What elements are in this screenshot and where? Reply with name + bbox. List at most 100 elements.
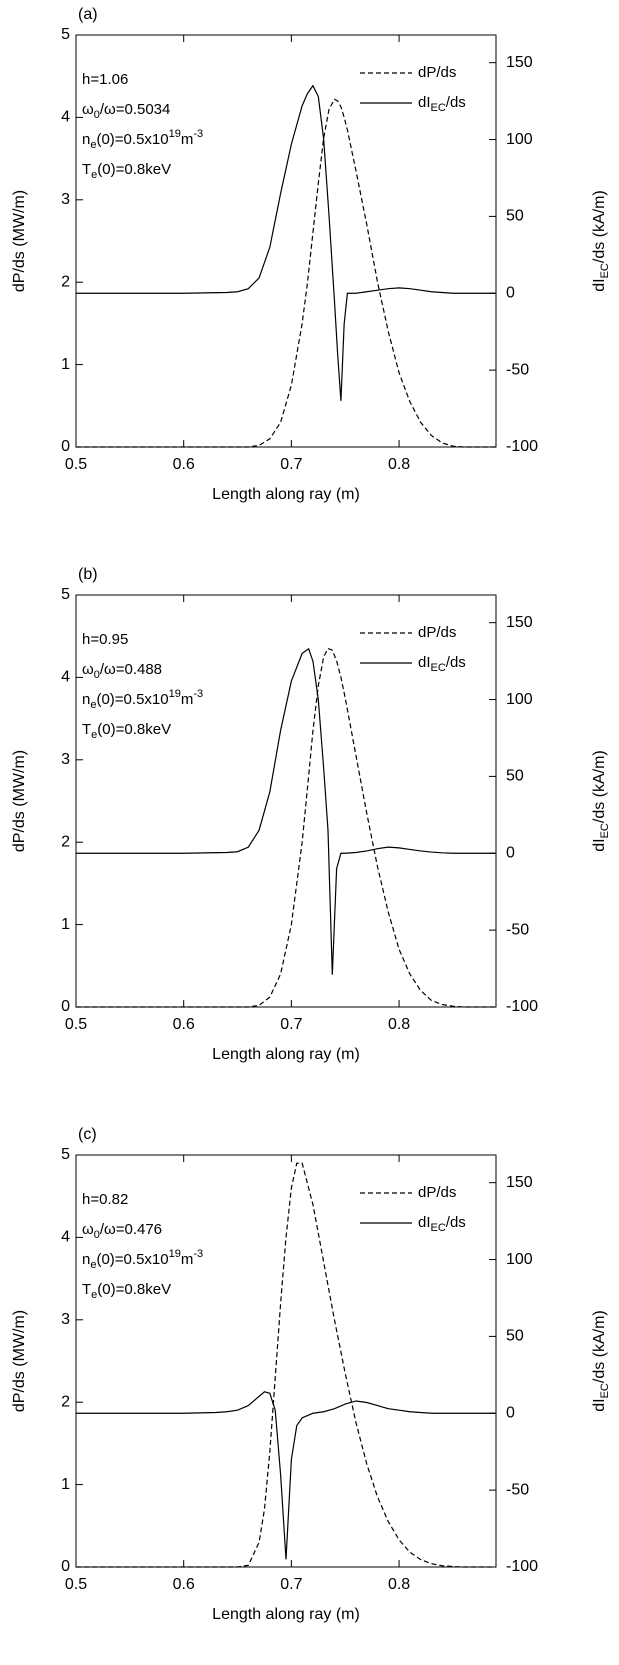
- legend-label: dIEC/ds: [418, 654, 466, 674]
- text-run: (0)=0.5x10: [96, 1251, 168, 1268]
- text-run: /ds (kA/m): [591, 190, 608, 263]
- x-tick-label: 0.5: [65, 1016, 87, 1033]
- script-text: EC: [431, 1222, 446, 1234]
- series-line: [76, 84, 496, 401]
- text-run: ω: [82, 101, 94, 118]
- x-tick-label: 0.8: [388, 1016, 410, 1033]
- y2-tick-label: 150: [506, 614, 533, 631]
- text-run: /ds: [446, 654, 466, 671]
- y2-tick-label: 100: [506, 131, 533, 148]
- script-text: e: [90, 1259, 96, 1271]
- script-text: EC: [599, 823, 611, 838]
- y-tick-label: 4: [61, 1229, 70, 1246]
- legend-label: dP/ds: [418, 1184, 456, 1201]
- script-text: e: [91, 169, 97, 181]
- panel-title: (a): [78, 6, 98, 23]
- y2-tick-label: 50: [506, 1328, 524, 1345]
- text-run: m: [181, 691, 194, 708]
- y-tick-label: 3: [61, 1311, 70, 1328]
- script-text: e: [90, 699, 96, 711]
- script-text: 0: [94, 669, 100, 681]
- legend-label: dIEC/ds: [418, 94, 466, 114]
- y-tick-label: 4: [61, 669, 70, 686]
- y-tick-label: 0: [61, 438, 70, 455]
- script-text: -3: [193, 128, 203, 140]
- y-tick-label: 1: [61, 356, 70, 373]
- y2-tick-label: 50: [506, 208, 524, 225]
- x-axis-label: Length along ray (m): [212, 1046, 360, 1063]
- text-run: (0)=0.5x10: [96, 131, 168, 148]
- panel-title: (b): [78, 566, 98, 583]
- y2-axis-label: dIEC/ds (kA/m): [591, 1310, 611, 1412]
- plot-frame: [75, 34, 497, 448]
- script-text: e: [91, 1289, 97, 1301]
- text-run: T: [82, 1281, 91, 1298]
- text-run: dI: [591, 838, 608, 851]
- text-run: (0)=0.8keV: [97, 1281, 171, 1298]
- y-tick-label: 0: [61, 1558, 70, 1575]
- x-tick-label: 0.8: [388, 456, 410, 473]
- series-line: [76, 1391, 496, 1560]
- annotation: h=0.95: [82, 631, 128, 648]
- script-text: 19: [169, 128, 181, 140]
- script-text: 19: [169, 688, 181, 700]
- text-run: dP/ds: [418, 64, 456, 81]
- y-tick-label: 2: [61, 1393, 70, 1410]
- annotation: Te(0)=0.8keV: [82, 721, 171, 741]
- y-tick-label: 2: [61, 833, 70, 850]
- text-run: dI: [591, 278, 608, 291]
- annotation: ne(0)=0.5x1019m-3: [82, 688, 203, 711]
- text-run: ω: [82, 661, 94, 678]
- y2-axis-label: dIEC/ds (kA/m): [591, 190, 611, 292]
- annotation: h=1.06: [82, 71, 128, 88]
- script-text: e: [91, 729, 97, 741]
- y2-tick-label: -100: [506, 438, 538, 455]
- panel: (c) 0.5 0.6 0.7 0.8 0 1 2 3 4 5 -100 -50 0 50 100 150 Len…: [11, 1126, 611, 1623]
- series-line: [76, 647, 496, 975]
- x-tick-label: 0.7: [280, 456, 302, 473]
- text-run: /ds: [446, 1214, 466, 1231]
- x-tick-label: 0.5: [65, 1576, 87, 1593]
- legend-label: dP/ds: [418, 64, 456, 81]
- text-run: dI: [418, 654, 431, 671]
- y2-tick-label: 50: [506, 768, 524, 785]
- y2-tick-label: -100: [506, 998, 538, 1015]
- text-run: n: [82, 691, 90, 708]
- text-run: dI: [418, 1214, 431, 1231]
- annotation: ne(0)=0.5x1019m-3: [82, 128, 203, 151]
- text-run: (0)=0.8keV: [97, 721, 171, 738]
- y2-tick-label: 0: [506, 1404, 515, 1421]
- text-run: T: [82, 721, 91, 738]
- panel-title: (c): [78, 1126, 97, 1143]
- script-text: e: [90, 139, 96, 151]
- script-text: EC: [431, 662, 446, 674]
- x-tick-label: 0.7: [280, 1016, 302, 1033]
- text-run: m: [181, 131, 194, 148]
- x-tick-label: 0.6: [173, 456, 195, 473]
- x-tick-label: 0.5: [65, 456, 87, 473]
- script-text: 0: [94, 109, 100, 121]
- annotation: Te(0)=0.8keV: [82, 161, 171, 181]
- annotation: h=0.82: [82, 1191, 128, 1208]
- plot-frame: [75, 594, 497, 1008]
- y-tick-label: 2: [61, 273, 70, 290]
- script-text: EC: [431, 102, 446, 114]
- text-run: /ds (kA/m): [591, 1310, 608, 1383]
- y-axis-label: dP/ds (MW/m): [11, 190, 28, 292]
- text-run: dI: [418, 94, 431, 111]
- text-run: (0)=0.5x10: [96, 691, 168, 708]
- text-run: n: [82, 131, 90, 148]
- y-tick-label: 5: [61, 1146, 70, 1163]
- panel: (b) 0.5 0.6 0.7 0.8 0 1 2 3 4 5 -100 -50 0 50 100 150 Len…: [11, 566, 611, 1063]
- y-tick-label: 5: [61, 586, 70, 603]
- text-run: m: [181, 1251, 194, 1268]
- text-run: /ω=0.476: [100, 1221, 162, 1238]
- panel: (a) 0.5 0.6 0.7 0.8 0 1 2 3 4 5 -100 -50 0 50 100 150 Len…: [11, 6, 611, 503]
- x-axis-label: Length along ray (m): [212, 1606, 360, 1623]
- y2-tick-label: 150: [506, 1174, 533, 1191]
- text-run: dP/ds: [418, 624, 456, 641]
- y2-tick-label: -50: [506, 361, 529, 378]
- text-run: dI: [591, 1398, 608, 1411]
- text-run: h=1.06: [82, 71, 128, 88]
- text-run: h=0.82: [82, 1191, 128, 1208]
